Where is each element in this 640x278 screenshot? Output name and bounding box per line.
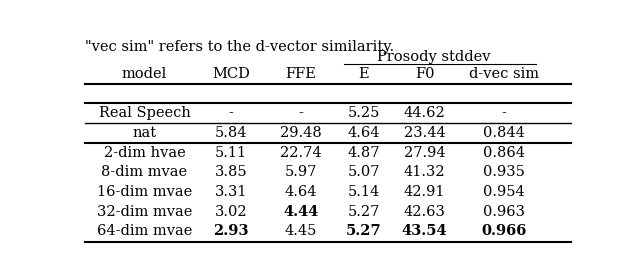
Text: 4.87: 4.87 <box>348 146 380 160</box>
Text: 16-dim mvae: 16-dim mvae <box>97 185 192 199</box>
Text: 5.27: 5.27 <box>346 224 381 238</box>
Text: 32-dim mvae: 32-dim mvae <box>97 205 192 219</box>
Text: 0.844: 0.844 <box>483 126 525 140</box>
Text: 41.32: 41.32 <box>404 165 445 179</box>
Text: 5.25: 5.25 <box>348 106 380 120</box>
Text: 42.91: 42.91 <box>404 185 445 199</box>
Text: 3.02: 3.02 <box>215 205 248 219</box>
Text: 0.954: 0.954 <box>483 185 525 199</box>
Text: d-vec sim: d-vec sim <box>469 67 539 81</box>
Text: 2-dim hvae: 2-dim hvae <box>104 146 186 160</box>
Text: 4.64: 4.64 <box>284 185 317 199</box>
Text: E: E <box>358 67 369 81</box>
Text: 29.48: 29.48 <box>280 126 321 140</box>
Text: 3.85: 3.85 <box>215 165 248 179</box>
Text: 42.63: 42.63 <box>404 205 445 219</box>
Text: 64-dim mvae: 64-dim mvae <box>97 224 192 238</box>
Text: 22.74: 22.74 <box>280 146 321 160</box>
Text: 0.963: 0.963 <box>483 205 525 219</box>
Text: "vec sim" refers to the d-vector similarity.: "vec sim" refers to the d-vector similar… <box>85 40 394 54</box>
Text: 5.11: 5.11 <box>215 146 247 160</box>
Text: 2.93: 2.93 <box>214 224 249 238</box>
Text: 3.31: 3.31 <box>215 185 248 199</box>
Text: 5.07: 5.07 <box>348 165 380 179</box>
Text: 4.45: 4.45 <box>285 224 317 238</box>
Text: 8-dim mvae: 8-dim mvae <box>101 165 188 179</box>
Text: MCD: MCD <box>212 67 250 81</box>
Text: -: - <box>502 106 506 120</box>
Text: Prosody stddev: Prosody stddev <box>377 50 491 64</box>
Text: 0.966: 0.966 <box>481 224 527 238</box>
Text: 4.64: 4.64 <box>348 126 380 140</box>
Text: nat: nat <box>132 126 157 140</box>
Text: 23.44: 23.44 <box>404 126 445 140</box>
Text: 0.935: 0.935 <box>483 165 525 179</box>
Text: -: - <box>298 106 303 120</box>
Text: 5.97: 5.97 <box>285 165 317 179</box>
Text: 0.864: 0.864 <box>483 146 525 160</box>
Text: -: - <box>229 106 234 120</box>
Text: 5.84: 5.84 <box>215 126 248 140</box>
Text: Real Speech: Real Speech <box>99 106 191 120</box>
Text: 44.62: 44.62 <box>404 106 445 120</box>
Text: 5.14: 5.14 <box>348 185 380 199</box>
Text: model: model <box>122 67 167 81</box>
Text: 4.44: 4.44 <box>283 205 319 219</box>
Text: F0: F0 <box>415 67 435 81</box>
Text: 43.54: 43.54 <box>402 224 447 238</box>
Text: 5.27: 5.27 <box>348 205 380 219</box>
Text: 27.94: 27.94 <box>404 146 445 160</box>
Text: FFE: FFE <box>285 67 316 81</box>
